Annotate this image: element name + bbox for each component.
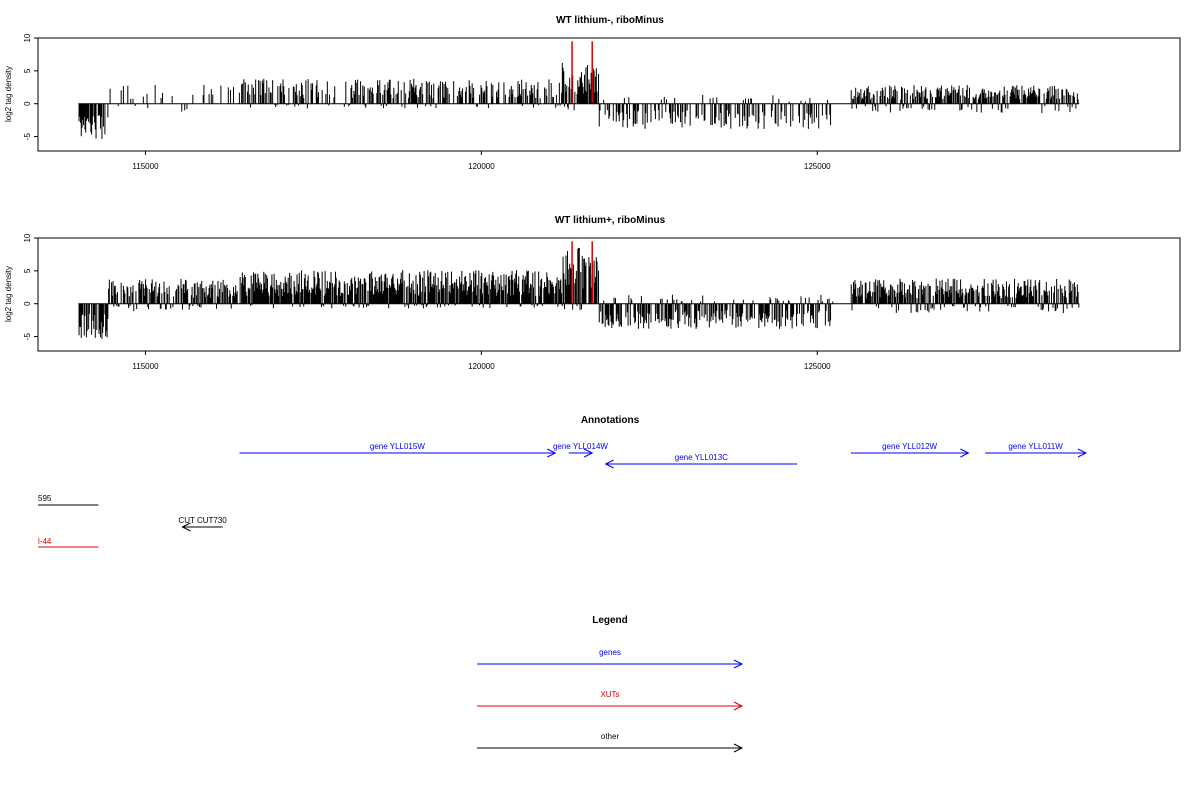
y-axis-label: log2 tag density [4,266,13,322]
bar-series [78,247,1080,339]
legend-label: other [601,732,620,741]
gene-feature: gene YLL014W [553,442,608,458]
xut-feature: l-44 [38,537,99,548]
legend-item: XUTs [477,690,744,711]
gene-label: gene YLL015W [370,442,425,451]
gene-feature: gene YLL012W [850,442,970,458]
x-axis: 115000 120000 125000 [132,351,831,371]
gene-label: gene YLL011W [1008,442,1063,451]
legend-item: other [477,732,744,753]
panel-title: WT lithium+, riboMinus [555,215,666,226]
legend-item: genes [477,648,744,669]
track-panel-lithium-plus: WT lithium+, riboMinus -5 0 5 10 115000 1200… [4,215,1181,371]
y-tick-label: 0 [23,101,32,106]
panel-title: WT lithium-, riboMinus [556,15,664,26]
gene-feature: gene YLL013C [604,453,798,469]
y-tick-label: 10 [23,33,32,42]
highlight-series [571,241,593,304]
legend-items: genes XUTs other [477,648,744,753]
x-tick-label: 115000 [132,162,159,171]
gene-label: gene YLL012W [882,442,937,451]
other-label: 595 [38,494,52,503]
gene-label: gene YLL013C [675,453,728,462]
plot-frame [37,37,1181,152]
y-tick-label: -5 [23,332,32,340]
y-tick-label: 5 [23,268,32,273]
y-axis-label: log2 tag density [4,66,13,122]
legend-label: genes [599,648,621,657]
y-tick-label: 5 [23,68,32,73]
y-axis: -5 0 5 10 [23,33,38,140]
plot-frame [37,237,1181,352]
gene-feature: gene YLL015W [239,442,557,458]
legend-label: XUTs [600,690,619,699]
other-feature: CUT CUT730 [178,516,227,532]
x-tick-label: 115000 [132,362,159,371]
y-tick-label: 10 [23,233,32,242]
bar-series [78,62,1079,140]
gene-label: gene YLL014W [553,442,608,451]
y-axis: -5 0 5 10 [23,233,38,340]
annotation-features: gene YLL015W gene YLL014W gene YLL013C gene… [38,442,1088,548]
legend: Legend genes XUTs other [477,615,744,753]
x-tick-label: 125000 [804,162,831,171]
x-axis: 115000 120000 125000 [132,151,831,171]
annotations-track: Annotations gene YLL015W gene YLL014Wgene… [38,415,1088,548]
legend-title: Legend [592,615,628,626]
highlight-series [571,41,593,104]
x-tick-label: 120000 [468,162,495,171]
gene-feature: gene YLL011W [985,442,1088,458]
track-panel-lithium-minus: WT lithium-, riboMinus -5 0 5 10 115000 1200… [4,15,1181,171]
annotations-title: Annotations [581,415,640,426]
other-label: CUT CUT730 [178,516,227,525]
y-tick-label: 0 [23,301,32,306]
xut-label: l-44 [38,537,52,546]
other-feature: 595 [38,494,99,506]
x-tick-label: 125000 [804,362,831,371]
y-tick-label: -5 [23,132,32,140]
x-tick-label: 120000 [468,362,495,371]
